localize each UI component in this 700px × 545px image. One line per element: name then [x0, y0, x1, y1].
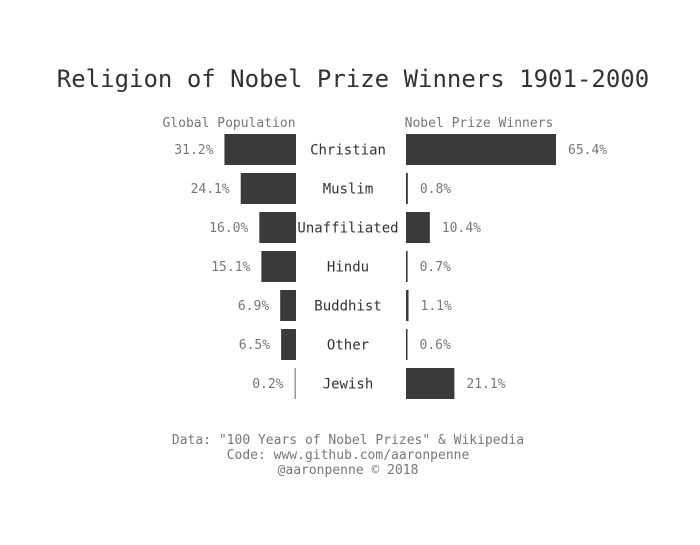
footer-credit: @aaronpenne © 2018 [278, 463, 419, 478]
category-label-other: Other [327, 338, 369, 354]
value-label-nobel-hindu: 0.7% [420, 260, 451, 275]
bar-nobel-other [406, 329, 408, 360]
chart-title: Religion of Nobel Prize Winners 1901-200… [57, 65, 649, 93]
bar-nobel-christian [406, 134, 556, 165]
bar-global-unaffiliated [259, 212, 296, 243]
bar-nobel-muslim [406, 173, 408, 204]
value-label-nobel-christian: 65.4% [568, 143, 607, 158]
value-label-nobel-other: 0.6% [420, 338, 451, 353]
bar-global-muslim [240, 173, 296, 204]
bar-nobel-jewish [406, 368, 455, 399]
bar-nobel-hindu [406, 251, 408, 282]
value-label-global-christian: 31.2% [174, 143, 213, 158]
value-label-nobel-buddhist: 1.1% [421, 299, 452, 314]
category-label-hindu: Hindu [327, 260, 369, 276]
footer-code-link: Code: www.github.com/aaronpenne [227, 448, 470, 463]
bar-global-buddhist [280, 290, 296, 321]
bar-nobel-buddhist [406, 290, 409, 321]
value-label-global-unaffiliated: 16.0% [209, 221, 248, 236]
bar-nobel-unaffiliated [406, 212, 430, 243]
value-label-global-buddhist: 6.9% [238, 299, 269, 314]
right-series-header: Nobel Prize Winners [405, 116, 554, 131]
category-label-unaffiliated: Unaffiliated [297, 221, 398, 237]
bar-global-hindu [261, 251, 296, 282]
category-label-christian: Christian [310, 143, 386, 159]
value-label-global-other: 6.5% [239, 338, 270, 353]
category-label-buddhist: Buddhist [314, 299, 381, 315]
value-label-nobel-unaffiliated: 10.4% [442, 221, 481, 236]
left-series-header: Global Population [162, 116, 295, 131]
bar-global-jewish [294, 368, 296, 399]
bars-group: 31.2% 65.4% Christian 24.1% 0.8% Muslim 16.0% 1… [174, 134, 607, 399]
footer-data-source: Data: "100 Years of Nobel Prizes" & Wiki… [172, 433, 524, 448]
value-label-nobel-jewish: 21.1% [466, 377, 505, 392]
bar-global-other [281, 329, 296, 360]
value-label-nobel-muslim: 0.8% [420, 182, 451, 197]
value-label-global-hindu: 15.1% [211, 260, 250, 275]
value-label-global-jewish: 0.2% [252, 377, 283, 392]
category-label-muslim: Muslim [323, 182, 374, 198]
bar-global-christian [224, 134, 296, 165]
value-label-global-muslim: 24.1% [191, 182, 230, 197]
category-label-jewish: Jewish [323, 377, 374, 393]
